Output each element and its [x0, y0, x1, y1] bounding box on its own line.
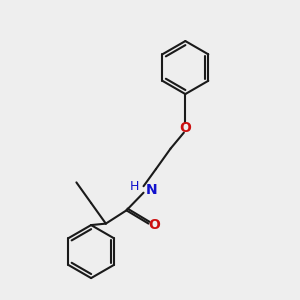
Text: N: N	[146, 183, 157, 197]
Text: O: O	[148, 218, 160, 232]
Text: H: H	[130, 180, 140, 193]
Text: O: O	[179, 121, 191, 135]
